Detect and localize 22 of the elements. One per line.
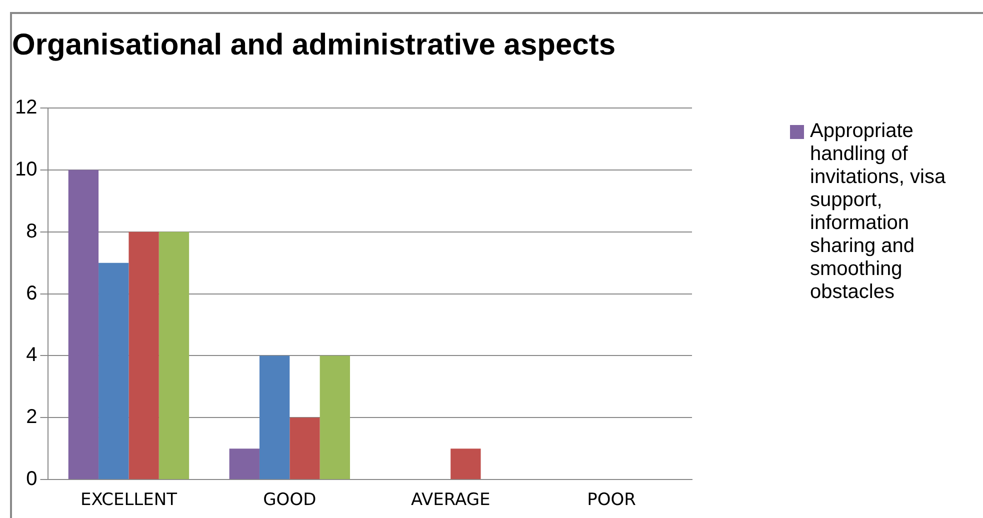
bar [158,232,190,480]
bar [229,448,260,480]
y-tick-label: 0 [26,468,38,490]
bar [450,448,481,480]
x-tick-label: GOOD [263,490,316,510]
bar [128,232,159,480]
chart-title: Organisational and administrative aspects [12,28,616,62]
y-tick-label: 12 [14,96,38,119]
y-tick-label: 2 [26,406,38,428]
x-tick-label: EXCELLENT [80,490,178,510]
bar [320,356,350,480]
y-tick-label: 8 [26,220,38,242]
x-tick-label: AVERAGE [410,490,490,510]
bar [290,418,320,480]
bar [98,262,129,480]
x-tick-label: POOR [587,490,636,510]
y-tick-label: 10 [14,158,38,180]
legend-label: Appropriate handling of invitations, visa support, information sharing and smoothing obstacles [810,120,947,304]
bar [68,170,99,480]
bar [259,356,290,480]
y-tick-label: 6 [26,282,38,304]
y-tick-label: 4 [26,344,38,366]
